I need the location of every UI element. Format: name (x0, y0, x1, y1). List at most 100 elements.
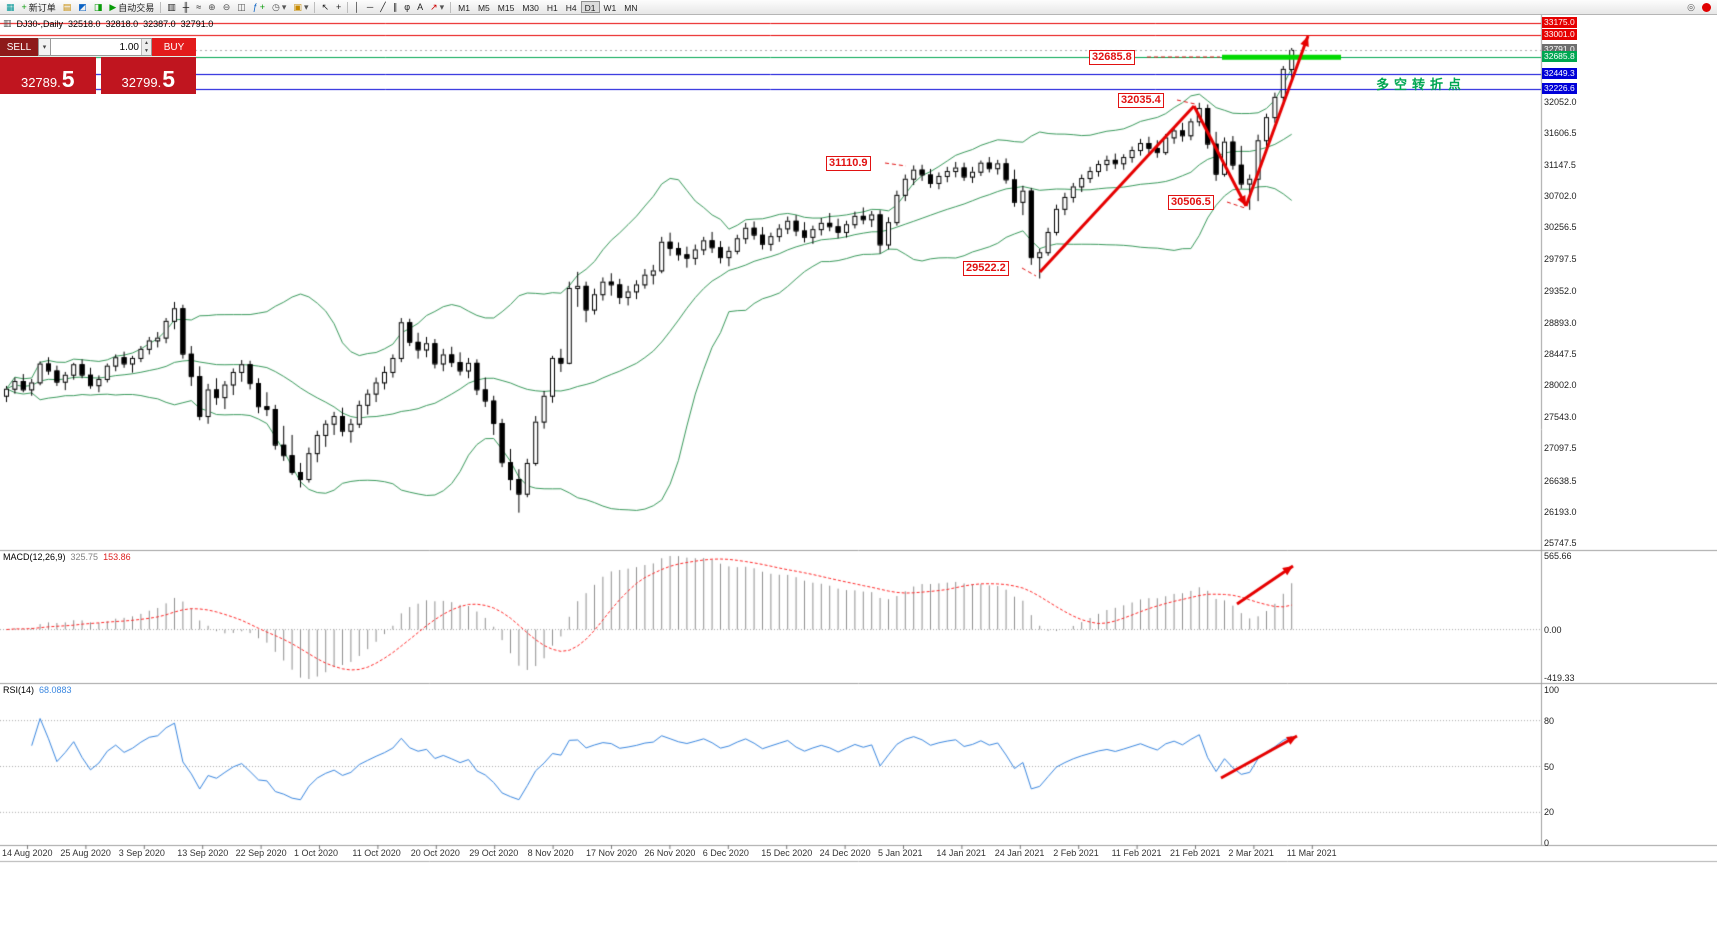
timeframe-w1-button[interactable]: W1 (603, 3, 617, 13)
time-axis-label: 20 Oct 2020 (410, 848, 460, 858)
arrows-tool-button[interactable]: ↗ ▾ (427, 1, 447, 14)
zoom-in-button[interactable]: ⊕ (205, 1, 219, 14)
function-icon: ƒ (252, 1, 258, 12)
notification-badge-icon (1702, 2, 1711, 12)
sell-button[interactable]: SELL (0, 38, 38, 56)
macd-axis-zero-label: 0.00 (1544, 624, 1562, 635)
timeframe-group: M1 M5 M15 M30 H1 H4 D1 W1 MN (454, 1, 641, 13)
horizontal-line-button[interactable]: ─ (364, 1, 376, 14)
turning-point-note[interactable]: 多空转折点 (1376, 77, 1467, 92)
price-badge: 32685.8 (1542, 51, 1577, 63)
trendline-button[interactable]: ╱ (377, 1, 388, 14)
navigator-button[interactable]: ◩ (75, 1, 90, 14)
horizontal-line-icon: ─ (366, 1, 374, 12)
crosshair-button[interactable]: + (333, 1, 344, 14)
tile-windows-button[interactable]: ◫ (234, 1, 249, 14)
sell-price-button[interactable]: 32789. 5 (0, 57, 96, 94)
tile-windows-icon: ◫ (237, 1, 246, 12)
market-watch-button[interactable]: ▤ (60, 1, 75, 14)
line-chart-button[interactable]: ≈ (193, 1, 204, 14)
help-icon: ◎ (1687, 1, 1695, 12)
price-tick-label: 25747.5 (1544, 537, 1577, 548)
trendline-icon: ╱ (380, 1, 386, 12)
one-click-trade-panel: SELL ▾ 1.00 ▲ ▼ BUY 32789. 5 32799. 5 (0, 38, 196, 94)
rsi-axis-label: 50 (1544, 761, 1555, 772)
timeframe-m15-button[interactable]: M15 (497, 3, 515, 13)
indicators-button[interactable]: ƒ + (250, 1, 268, 14)
price-tick-label: 27097.5 (1544, 443, 1577, 454)
macd-name: MACD(12,26,9) (3, 552, 66, 562)
price-annotation-box[interactable]: 32685.8 (1089, 50, 1135, 65)
new-chart-button[interactable]: ▦ (3, 1, 18, 14)
zoom-out-button[interactable]: ⊖ (220, 1, 234, 14)
timeframe-h1-button[interactable]: H1 (546, 3, 558, 13)
timeframe-d1-button[interactable]: D1 (580, 1, 600, 13)
zoom-in-icon: ⊕ (208, 1, 216, 12)
text-tool-button[interactable]: A (414, 1, 426, 14)
vertical-line-button[interactable]: │ (351, 1, 363, 14)
rsi-axis-label: 0 (1544, 838, 1550, 848)
notifications-button[interactable] (1699, 1, 1714, 14)
crosshair-icon: + (336, 1, 342, 12)
timeframe-m30-button[interactable]: M30 (522, 3, 539, 13)
periods-dropdown-button[interactable]: ◷ ▾ (269, 1, 289, 14)
price-tick-label: 28893.0 (1544, 317, 1577, 328)
price-annotation-box[interactable]: 32035.4 (1118, 93, 1164, 108)
zoom-out-icon: ⊖ (222, 1, 231, 12)
volume-input[interactable]: 1.00 ▲ ▼ (51, 38, 152, 56)
time-axis-label: 5 Jan 2021 (878, 848, 923, 858)
time-axis-label: 1 Oct 2020 (294, 848, 339, 858)
timeframe-m1-button[interactable]: M1 (458, 3, 470, 13)
timeframe-mn-button[interactable]: MN (624, 3, 638, 13)
rsi-axis-label: 80 (1544, 715, 1555, 726)
cursor-button[interactable]: ↖ (318, 1, 332, 14)
fibonacci-icon: φ (404, 1, 411, 12)
bar-chart-icon: ▥ (167, 1, 176, 12)
plus-icon: + (259, 1, 266, 12)
new-order-label: 新订单 (28, 2, 56, 13)
order-type-dropdown[interactable]: ▾ (38, 38, 51, 56)
price-badge: 32226.6 (1542, 83, 1577, 95)
price-tick-label: 28447.5 (1544, 348, 1577, 359)
volume-value: 1.00 (119, 41, 139, 53)
price-tick-label: 26193.0 (1544, 506, 1577, 517)
auto-trading-button[interactable]: ▶ 自动交易 (106, 1, 157, 14)
time-axis-label: 21 Feb 2021 (1170, 848, 1221, 858)
time-axis-label: 6 Dec 2020 (702, 848, 749, 858)
price-annotation-box[interactable]: 30506.5 (1168, 195, 1214, 210)
macd-signal-value: 153.86 (103, 552, 131, 562)
fibonacci-button[interactable]: φ (401, 1, 413, 14)
timeframe-m5-button[interactable]: M5 (477, 3, 490, 13)
step-down-icon[interactable]: ▼ (142, 47, 151, 55)
new-order-button[interactable]: + 新订单 (19, 1, 59, 14)
price-tick-label: 30702.0 (1544, 191, 1577, 202)
templates-button[interactable]: ▣ ▾ (290, 1, 311, 14)
low-value: 32387.0 (143, 18, 176, 29)
candlestick-button[interactable]: ╫ (180, 1, 192, 14)
toolbar-separator (160, 1, 162, 13)
terminal-button[interactable]: ◨ (91, 1, 106, 14)
help-button[interactable]: ◎ (1684, 1, 1698, 14)
market-watch-icon: ▤ (62, 1, 72, 12)
volume-stepper[interactable]: ▲ ▼ (141, 39, 151, 55)
time-axis-label: 29 Oct 2020 (469, 848, 519, 858)
price-annotation-box[interactable]: 31110.9 (826, 156, 871, 171)
time-axis-label: 13 Sep 2020 (177, 848, 229, 858)
main-toolbar: ▦ + 新订单 ▤ ◩ ◨ ▶ 自动交易 ▥ ╫ ≈ ⊕ ⊖ ◫ ƒ + ◷ ▾ ▣ ▾ … (0, 0, 1717, 15)
timeframe-h4-button[interactable]: H4 (565, 3, 577, 13)
buy-price-main: 32799. (121, 75, 162, 90)
caret-down-icon: ▾ (281, 1, 287, 12)
price-tick-label: 29352.0 (1544, 285, 1577, 296)
candlestick-icon: ╫ (182, 1, 190, 12)
bar-chart-button[interactable]: ▥ (164, 1, 179, 14)
auto-trading-label: 自动交易 (118, 2, 155, 13)
buy-button[interactable]: BUY (152, 38, 196, 56)
rsi-value: 68.0883 (39, 685, 72, 695)
channel-button[interactable]: ∥ (390, 1, 401, 14)
cursor-icon: ↖ (321, 1, 330, 12)
step-up-icon[interactable]: ▲ (142, 39, 151, 47)
price-badge: 33175.0 (1542, 17, 1577, 28)
price-annotation-box[interactable]: 29522.2 (963, 261, 1009, 276)
buy-price-button[interactable]: 32799. 5 (100, 57, 196, 94)
